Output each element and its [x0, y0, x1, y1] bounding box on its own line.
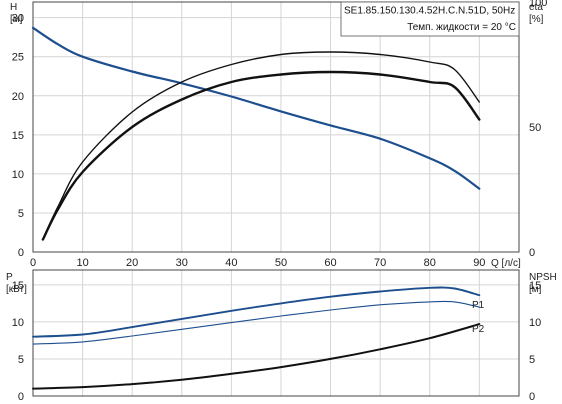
x-tick-label: 50 — [275, 257, 287, 269]
y-left-tick-label: 25 — [12, 52, 24, 64]
y-left-tick-label: 5 — [18, 208, 24, 220]
y-left-tick-label: 10 — [12, 169, 24, 181]
y-right-tick-label: 50 — [529, 122, 541, 134]
y-left-tick-label: 30 — [12, 13, 24, 25]
series-line-eta-thin — [42, 51, 480, 241]
info-box — [340, 1, 520, 37]
p-axis-title: P — [6, 272, 13, 283]
p-axis-unit: [кВт] — [6, 284, 27, 295]
y-left-unit: [м] — [10, 14, 23, 25]
x-tick-label: 0 — [30, 257, 36, 269]
series-line-npsh — [32, 323, 481, 390]
series-line-p1 — [32, 286, 481, 338]
npsh-axis-title: NPSH — [529, 272, 557, 283]
series-label-p2: P2 — [472, 324, 485, 335]
series-line-head — [31, 26, 481, 190]
series-label-p1: P1 — [472, 300, 485, 311]
y-left-tick-label: 0 — [18, 391, 24, 403]
y-right-tick-label: 0 — [529, 247, 535, 259]
x-tick-label: 60 — [324, 257, 336, 269]
series-line-eta-thick — [41, 70, 481, 241]
x-axis-title: Q [л/с] — [491, 258, 521, 269]
x-tick-label: 10 — [76, 257, 88, 269]
grid-layer — [33, 2, 519, 396]
y-right-unit: [%] — [529, 14, 544, 25]
y-left-tick-label: 0 — [18, 247, 24, 259]
series-layer — [31, 26, 481, 390]
y-right-tick-label: 5 — [529, 354, 535, 366]
npsh-axis-unit: [м] — [529, 284, 542, 295]
y-left-tick-label: 20 — [12, 91, 24, 103]
x-tick-label: 30 — [176, 257, 188, 269]
y-left-title: H — [10, 2, 17, 13]
y-right-tick-label: 100 — [529, 0, 547, 9]
x-tick-label: 70 — [374, 257, 386, 269]
plot-frame — [32, 1, 520, 253]
y-right-tick-label: 0 — [529, 391, 535, 403]
y-right-tick-label: 10 — [529, 317, 541, 329]
y-left-tick-label: 15 — [12, 280, 24, 292]
y-left-tick-label: 5 — [18, 354, 24, 366]
info-box-temperature: Темп. жидкости = 20 °C — [407, 22, 516, 33]
plot-frame — [32, 269, 520, 397]
x-tick-label: 40 — [225, 257, 237, 269]
info-box-model: SE1.85.150.130.4.52H.C.N.51D, 50Hz — [344, 6, 515, 17]
series-line-p2 — [32, 300, 480, 345]
y-right-tick-label: 15 — [529, 280, 541, 292]
y-right-title: eta — [529, 2, 543, 13]
frame-layer — [32, 1, 520, 397]
x-tick-label: 90 — [473, 257, 485, 269]
y-left-tick-label: 15 — [12, 130, 24, 142]
y-left-tick-label: 10 — [12, 317, 24, 329]
x-tick-label: 20 — [126, 257, 138, 269]
x-tick-label: 80 — [424, 257, 436, 269]
